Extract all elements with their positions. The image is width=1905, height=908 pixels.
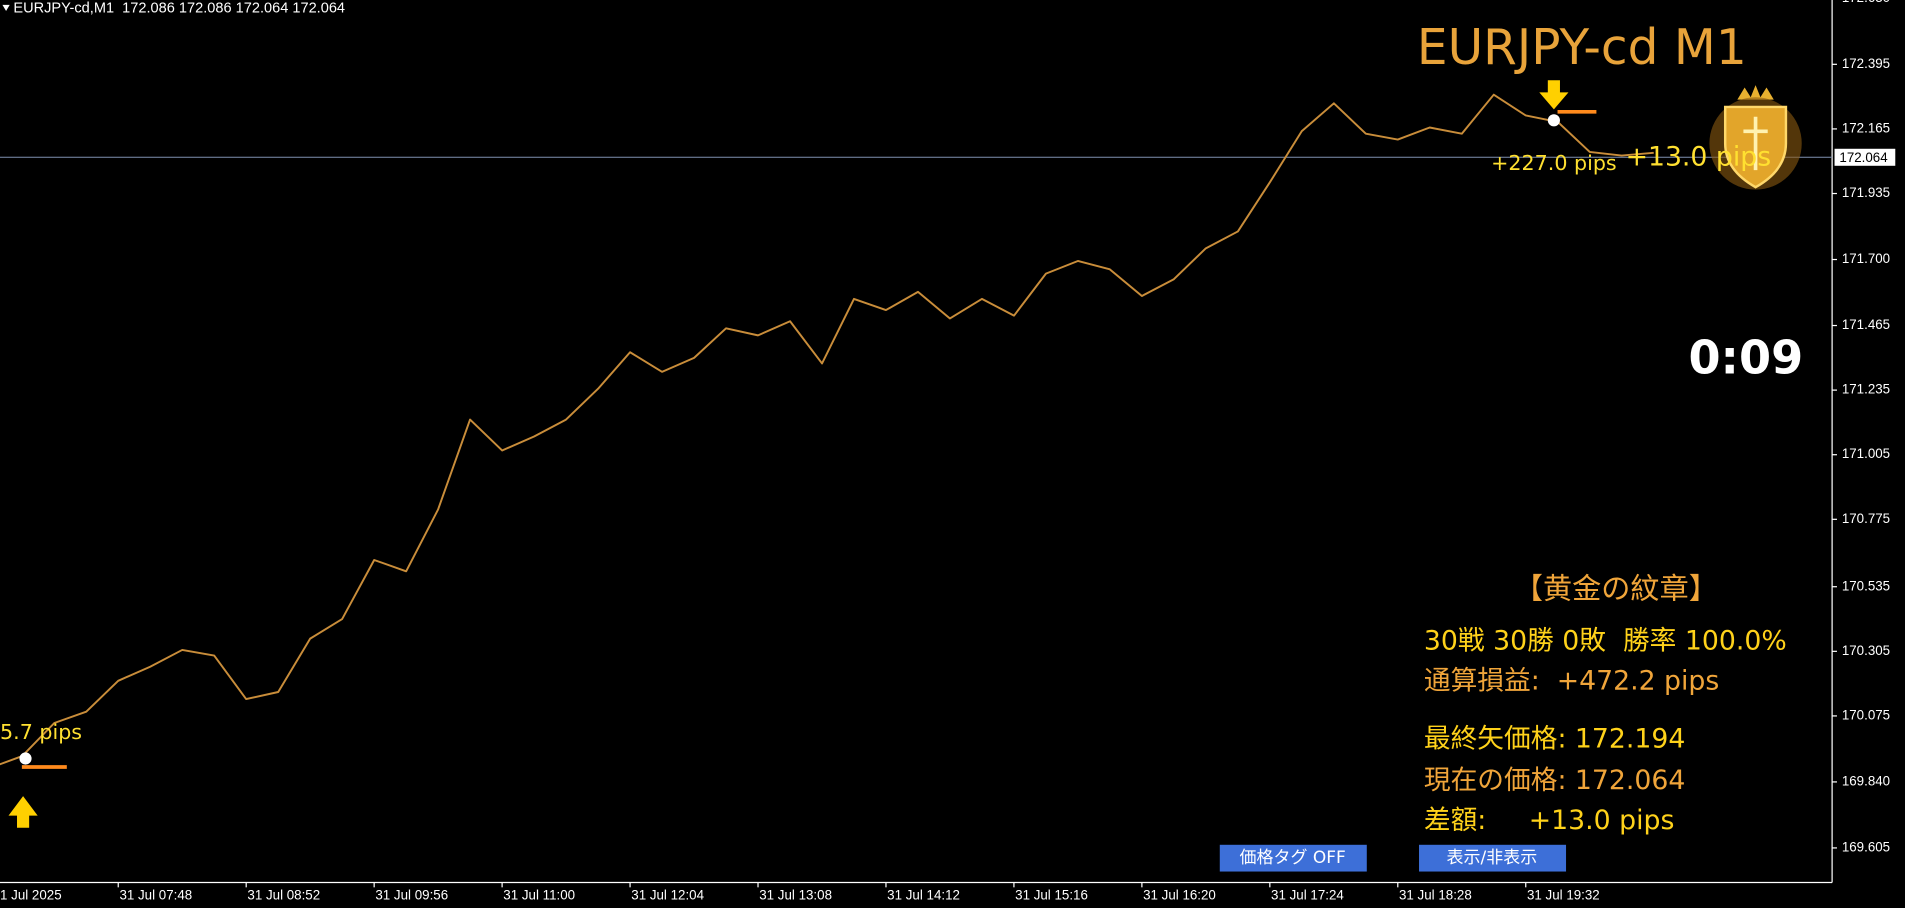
price-tag-button[interactable]: 価格タグ OFF [1219,844,1367,872]
panel-line: 最終矢価格: 172.194 [1424,724,1686,755]
x-tick-label: 1 Jul 2025 [0,887,62,902]
x-tick-label: 31 Jul 07:48 [119,887,192,902]
button-bg[interactable] [1419,844,1567,872]
y-tick-label: 172.630 [1842,0,1890,5]
y-tick-label: 171.235 [1842,382,1890,397]
y-tick-label: 170.775 [1842,511,1890,526]
y-tick-label: 169.840 [1842,773,1890,788]
y-tick-label: 171.005 [1842,446,1890,461]
x-tick-label: 31 Jul 11:00 [503,887,575,902]
pips-label: +227.0 pips [1491,151,1617,175]
buy-arrow [8,796,38,828]
pips-label: +13.0 pips [1626,142,1772,173]
crest-icon [1709,85,1802,190]
panel-title: 【黄金の紋章】 [1514,572,1718,606]
x-tick-label: 31 Jul 18:28 [1399,887,1472,902]
pips-label: 5.7 pips [0,720,82,744]
y-tick-label: 170.305 [1842,643,1890,658]
x-tick-label: 31 Jul 09:56 [375,887,448,902]
x-tick-label: 31 Jul 15:16 [1015,887,1088,902]
y-tick-label: 170.535 [1842,578,1890,593]
sell-arrow [1539,80,1569,110]
x-tick-label: 31 Jul 08:52 [247,887,320,902]
toggle-button[interactable]: 表示/非表示 [1419,844,1567,872]
y-tick-label: 171.700 [1842,251,1890,266]
symbol-title: EURJPY-cd M1 [1417,20,1747,76]
y-tick-label: 169.605 [1842,839,1890,854]
x-tick-label: 31 Jul 16:20 [1143,887,1216,902]
button-label[interactable]: 価格タグ OFF [1240,848,1346,868]
x-tick-label: 31 Jul 14:12 [887,887,960,902]
panel-line: 差額: +13.0 pips [1424,805,1674,836]
signal-dot [1547,114,1560,127]
y-tick-label: 171.465 [1842,317,1890,332]
y-tick-label: 172.165 [1842,120,1890,135]
x-tick-label: 31 Jul 19:32 [1527,887,1600,902]
button-bg[interactable] [1219,844,1367,872]
panel-line: 現在の価格: 172.064 [1424,765,1686,796]
panel-line: 30戦 30勝 0敗 勝率 100.0% [1424,625,1787,656]
x-tick-label: 31 Jul 13:08 [759,887,832,902]
price-tag-bg [1834,148,1896,166]
x-tick-label: 31 Jul 12:04 [631,887,704,902]
y-tick-label: 171.935 [1842,185,1890,200]
x-tick-label: 31 Jul 17:24 [1271,887,1344,902]
price-line [0,93,1654,766]
y-tick-label: 172.395 [1842,56,1890,71]
timer: 0:09 [1688,331,1803,385]
menu-triangle [2,4,10,11]
header: EURJPY-cd,M1 172.086 172.086 172.064 172… [13,0,345,16]
button-label[interactable]: 表示/非表示 [1447,848,1538,868]
signal-dot [19,752,32,765]
y-tick-label: 170.075 [1842,707,1890,722]
price-tag: 172.064 [1839,150,1888,165]
panel-line: 通算損益: +472.2 pips [1424,665,1719,696]
